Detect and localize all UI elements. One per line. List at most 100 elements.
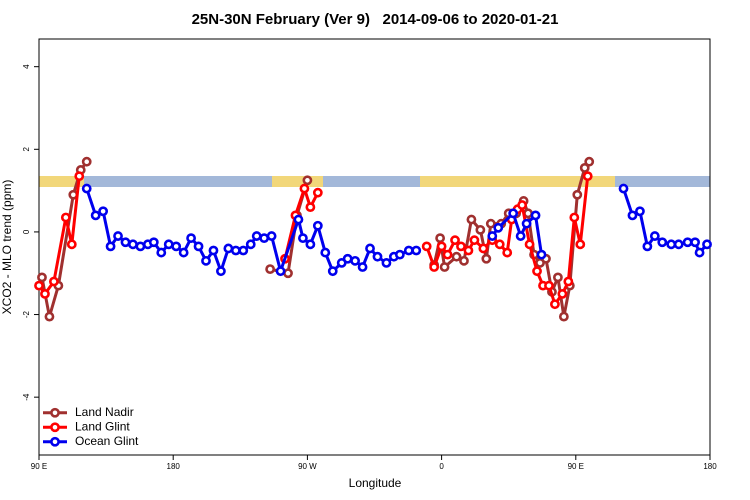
point — [463, 245, 474, 256]
point — [259, 233, 270, 244]
point — [550, 299, 560, 310]
point — [553, 272, 563, 283]
land-band — [39, 176, 84, 187]
point — [582, 171, 593, 182]
point — [657, 237, 668, 248]
point — [421, 241, 432, 252]
y-tick-label: -4 — [22, 393, 31, 401]
point — [120, 237, 131, 248]
chart-title: 25N-30N February (Ver 9) 2014-09-06 to 2… — [192, 11, 559, 28]
point — [450, 235, 460, 246]
point — [275, 266, 286, 277]
point — [515, 231, 526, 241]
point — [216, 266, 226, 277]
point — [702, 239, 712, 250]
point — [113, 231, 123, 241]
point — [456, 241, 466, 252]
point — [208, 245, 219, 256]
point — [305, 202, 316, 213]
point — [475, 224, 486, 235]
point — [569, 212, 580, 223]
y-tick-label: 4 — [22, 64, 31, 69]
point — [365, 243, 375, 254]
legend-marker — [50, 407, 60, 418]
y-tick-label: 2 — [22, 147, 31, 152]
y-tick-label: -2 — [22, 310, 31, 318]
point — [265, 264, 276, 275]
point — [178, 247, 189, 258]
point — [163, 239, 174, 250]
point — [469, 235, 480, 246]
y-axis-label: XCO2 - MLO trend (ppm) — [0, 180, 14, 315]
point — [435, 233, 446, 244]
point — [487, 231, 498, 241]
point — [642, 241, 653, 252]
point — [572, 189, 583, 200]
point — [320, 247, 331, 258]
point — [135, 241, 146, 252]
point — [411, 245, 422, 256]
x-tick-label: 90 E — [568, 462, 584, 471]
point — [442, 249, 453, 260]
point — [312, 220, 323, 231]
point — [666, 239, 677, 250]
point — [98, 206, 109, 217]
x-tick-label: 90 W — [298, 462, 317, 471]
point — [579, 162, 590, 173]
point — [381, 258, 392, 268]
ocean-band — [39, 176, 710, 187]
point — [466, 214, 477, 225]
point — [238, 245, 249, 256]
point — [105, 241, 116, 252]
point — [403, 245, 414, 256]
x-tick-label: 180 — [703, 462, 717, 471]
point — [530, 210, 541, 221]
point — [342, 253, 353, 264]
point — [618, 183, 629, 194]
point — [350, 255, 361, 266]
point — [485, 218, 496, 229]
point — [90, 210, 101, 221]
point — [694, 247, 705, 258]
point — [186, 233, 196, 244]
legend-label: Ocean Glint — [75, 434, 139, 448]
point — [682, 237, 693, 248]
point — [494, 239, 505, 250]
point — [394, 249, 405, 260]
legend-label: Land Nadir — [75, 405, 134, 419]
point — [298, 233, 308, 244]
point — [223, 243, 234, 254]
point — [66, 239, 77, 250]
land-ocean-strip — [39, 176, 710, 187]
point — [81, 156, 92, 167]
point — [673, 239, 684, 250]
y-tick-label: 0 — [22, 229, 31, 234]
point — [558, 311, 569, 322]
legend-marker — [50, 422, 60, 433]
land-band — [420, 176, 615, 187]
point — [60, 212, 71, 223]
point — [283, 268, 293, 279]
point — [327, 266, 338, 277]
point — [575, 239, 586, 250]
point — [635, 206, 645, 217]
point — [649, 231, 660, 241]
point — [34, 280, 44, 291]
point — [193, 241, 204, 252]
point — [524, 239, 535, 250]
point — [517, 200, 528, 210]
x-tick-label: 90 E — [31, 462, 47, 471]
point — [481, 253, 492, 264]
point — [493, 222, 504, 233]
x-tick-label: 0 — [439, 462, 444, 471]
land-band — [272, 176, 323, 187]
point — [372, 251, 383, 262]
legend-marker — [50, 436, 60, 447]
point — [508, 208, 519, 219]
point — [81, 183, 92, 194]
point — [627, 210, 638, 221]
point — [37, 272, 47, 283]
point — [521, 218, 532, 229]
point — [429, 262, 440, 272]
point — [251, 231, 262, 241]
